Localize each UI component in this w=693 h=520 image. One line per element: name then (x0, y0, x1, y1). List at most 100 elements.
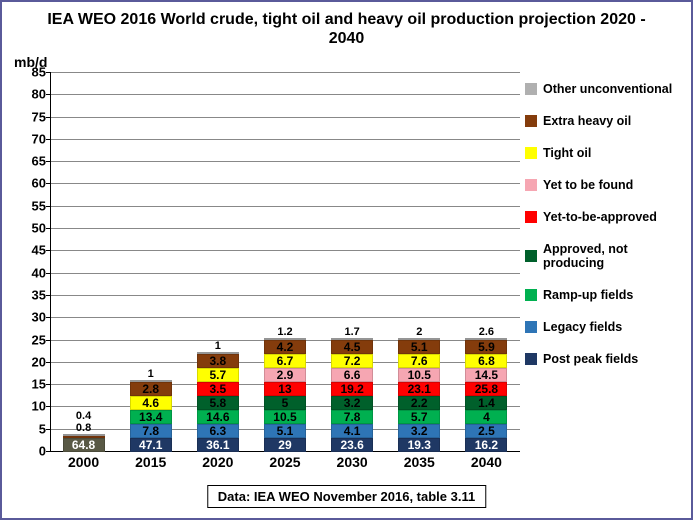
bars-group: 64.80.40.847.17.813.44.62.8136.16.314.65… (50, 72, 520, 452)
segment-value: 2.2 (411, 397, 428, 409)
y-tick-label: 80 (32, 87, 51, 102)
segment-ramp_up: 13.4 (130, 410, 172, 424)
segment-value: 23.1 (408, 383, 431, 395)
segment-heavy: 4.2 (264, 340, 306, 354)
x-tick-label: 2020 (197, 454, 239, 470)
segment-heavy: 4.5 (331, 340, 373, 354)
segment-value: 2.9 (277, 369, 294, 381)
above-labels: 0.40.8 (76, 410, 91, 434)
segment-other (264, 338, 306, 340)
caption-box: Data: IEA WEO November 2016, table 3.11 (207, 485, 486, 508)
segment-value: 10.5 (408, 369, 431, 381)
segment-value: 2.5 (478, 425, 495, 437)
legend-label: Ramp-up fields (543, 288, 633, 302)
segment-other (465, 338, 507, 340)
x-tick-label: 2000 (63, 454, 105, 470)
segment-value: 3.2 (411, 425, 428, 437)
segment-value: 4 (483, 411, 490, 423)
chart-container: IEA WEO 2016 World crude, tight oil and … (0, 0, 693, 520)
legend: Other unconventionalExtra heavy oilTight… (525, 82, 685, 384)
segment-ramp_up: 14.6 (197, 410, 239, 424)
segment-post_peak: 23.6 (331, 438, 373, 452)
segment-yet_found: 10.5 (398, 368, 440, 382)
legend-swatch (525, 115, 537, 127)
legend-swatch (525, 289, 537, 301)
x-tick-label: 2030 (331, 454, 373, 470)
segment-value: 6.6 (344, 369, 361, 381)
y-tick-label: 65 (32, 154, 51, 169)
chart-title: IEA WEO 2016 World crude, tight oil and … (2, 2, 691, 48)
segment-heavy: 3.8 (197, 354, 239, 368)
segment-legacy: 3.2 (398, 424, 440, 438)
x-tick-label: 2035 (398, 454, 440, 470)
segment-post_peak: 19.3 (398, 438, 440, 452)
y-tick-label: 40 (32, 265, 51, 280)
segment-value: 19.2 (340, 383, 363, 395)
segment-value: 1.4 (478, 397, 495, 409)
segment-legacy: 6.3 (197, 424, 239, 438)
legend-label: Legacy fields (543, 320, 622, 334)
legend-label: Approved, not producing (543, 242, 685, 270)
segment-value: 16.2 (475, 439, 498, 451)
segment-tight: 6.7 (264, 354, 306, 368)
segment-value: 3.8 (210, 355, 227, 367)
segment-tight: 4.6 (130, 396, 172, 410)
segment-post_peak: 47.1 (130, 438, 172, 452)
segment-value: 6.8 (478, 355, 495, 367)
legend-label: Tight oil (543, 146, 591, 160)
segment-value: 5.1 (277, 425, 294, 437)
segment-yet_approved: 25.8 (465, 382, 507, 396)
segment-value: 5.7 (411, 411, 428, 423)
above-labels: 1 (215, 340, 221, 352)
y-tick-label: 70 (32, 131, 51, 146)
segment-approved: 2.2 (398, 396, 440, 410)
segment-value: 36.1 (206, 439, 229, 451)
y-tick-label: 35 (32, 287, 51, 302)
segment-value: 10.5 (273, 411, 296, 423)
segment-approved: 3.2 (331, 396, 373, 410)
x-axis-labels: 2000201520202025203020352040 (50, 454, 520, 470)
legend-swatch (525, 147, 537, 159)
legend-item-approved: Approved, not producing (525, 242, 685, 270)
legend-swatch (525, 353, 537, 365)
segment-value: 7.8 (344, 411, 361, 423)
legend-item-other: Other unconventional (525, 82, 685, 96)
segment-value: 14.6 (206, 411, 229, 423)
segment-value: 7.2 (344, 355, 361, 367)
segment-approved: 5.8 (197, 396, 239, 410)
segment-heavy (63, 436, 105, 438)
segment-yet_approved: 19.2 (331, 382, 373, 396)
legend-item-yet_found: Yet to be found (525, 178, 685, 192)
segment-post_peak: 29 (264, 438, 306, 452)
segment-yet_found: 6.6 (331, 368, 373, 382)
segment-value: 5 (282, 397, 289, 409)
bar-2040: 16.22.541.425.814.56.85.92.6 (465, 338, 507, 452)
y-tick-label: 55 (32, 198, 51, 213)
segment-yet_found: 14.5 (465, 368, 507, 382)
segment-ramp_up: 4 (465, 410, 507, 424)
segment-post_peak: 16.2 (465, 438, 507, 452)
segment-value: 13 (278, 383, 291, 395)
segment-value: 2.8 (142, 383, 159, 395)
segment-value: 7.8 (142, 425, 159, 437)
segment-value: 29 (278, 439, 291, 451)
legend-swatch (525, 321, 537, 333)
segment-ramp_up: 10.5 (264, 410, 306, 424)
legend-item-ramp_up: Ramp-up fields (525, 288, 685, 302)
segment-heavy: 5.9 (465, 340, 507, 354)
segment-value: 23.6 (340, 439, 363, 451)
segment-legacy: 5.1 (264, 424, 306, 438)
legend-item-legacy: Legacy fields (525, 320, 685, 334)
segment-value: 19.3 (408, 439, 431, 451)
segment-yet_found: 2.9 (264, 368, 306, 382)
segment-other (130, 380, 172, 382)
segment-value: 3.5 (210, 383, 227, 395)
segment-post_peak: 36.1 (197, 438, 239, 452)
segment-tight: 5.7 (197, 368, 239, 382)
segment-heavy: 5.1 (398, 340, 440, 354)
y-tick-label: 85 (32, 65, 51, 80)
bar-2000: 64.80.40.8 (63, 434, 105, 452)
segment-value: 13.4 (139, 411, 162, 423)
bar-2035: 19.33.25.72.223.110.57.65.12 (398, 338, 440, 452)
segment-other (398, 338, 440, 340)
